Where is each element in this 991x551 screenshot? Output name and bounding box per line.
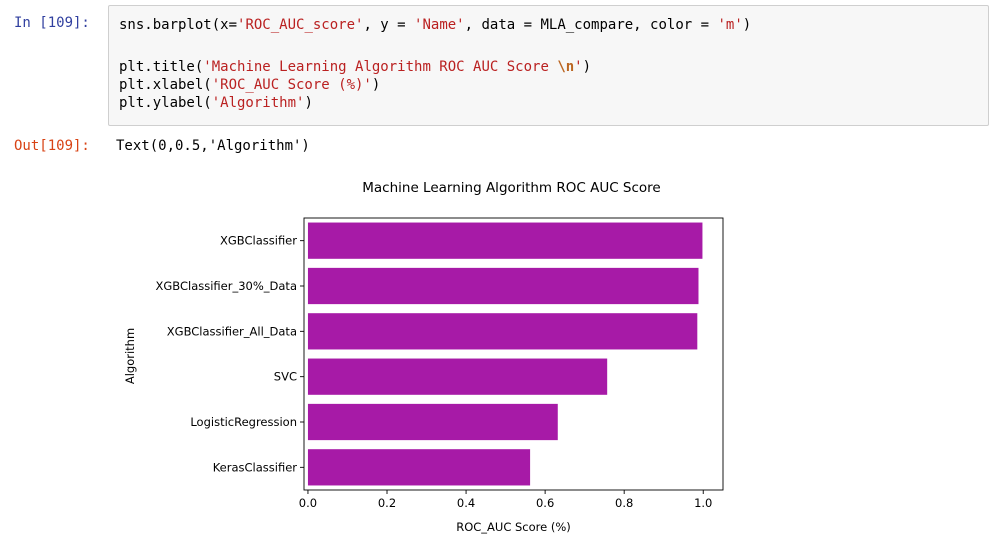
code-token: plt.title( — [119, 59, 204, 75]
code-token: ' — [574, 59, 583, 75]
code-token: plt.xlabel( — [119, 77, 212, 93]
code-token: 'Name' — [414, 17, 465, 33]
y-tick-label: SVC — [274, 370, 297, 384]
code-line: plt.title('Machine Learning Algorithm RO… — [119, 58, 591, 76]
x-tick-label: 0.2 — [378, 496, 396, 510]
code-token: ) — [304, 95, 313, 111]
x-axis-label: ROC_AUC Score (%) — [456, 520, 571, 534]
code-token: sns.barplot(x= — [119, 17, 238, 33]
x-tick-label: 0.8 — [615, 496, 633, 510]
plot-area-frame — [303, 217, 724, 491]
x-tick-label: 0.0 — [299, 496, 317, 510]
x-tick-label: 0.4 — [457, 496, 475, 510]
x-tick-label: 1.0 — [694, 496, 712, 510]
bar — [307, 222, 703, 259]
code-token: 'ROC_AUC Score (%)' — [211, 77, 372, 93]
bar — [307, 358, 608, 395]
code-token: 'ROC_AUC_score' — [237, 17, 364, 33]
code-token: ) — [582, 59, 592, 75]
chart-title: Machine Learning Algorithm ROC AUC Score — [362, 180, 660, 196]
code-token: ) — [371, 77, 381, 93]
code-token: , y = — [363, 17, 415, 33]
code-token: \n — [557, 59, 575, 75]
bar — [307, 403, 558, 441]
code-input-area[interactable]: sns.barplot(x='ROC_AUC_score', y = 'Name… — [108, 5, 989, 126]
code-line: sns.barplot(x='ROC_AUC_score', y = 'Name… — [119, 16, 751, 34]
y-tick-label: XGBClassifier — [220, 234, 297, 248]
code-token: , data = MLA_compare, color = — [464, 17, 718, 33]
bar — [307, 267, 699, 305]
y-tick-label: KerasClassifier — [213, 460, 298, 474]
code-token: 'Machine Learning Algorithm ROC AUC Scor… — [203, 59, 558, 75]
y-tick-label: XGBClassifier_All_Data — [167, 324, 297, 338]
bar — [307, 449, 531, 486]
input-prompt: In [109]: — [14, 15, 90, 31]
y-axis-label: Algorithm — [123, 328, 137, 384]
x-tick-label: 0.6 — [536, 496, 554, 510]
code-token: 'm' — [717, 17, 743, 33]
output-text: Text(0,0.5,'Algorithm') — [116, 138, 310, 154]
y-tick-label: LogisticRegression — [190, 415, 297, 429]
code-token: 'Algorithm' — [211, 95, 305, 111]
y-tick-label: XGBClassifier_30%_Data — [156, 279, 298, 293]
bar — [307, 313, 698, 350]
code-token: ) — [742, 17, 752, 33]
code-line: plt.xlabel('ROC_AUC Score (%)') — [119, 76, 380, 94]
code-line: plt.ylabel('Algorithm') — [119, 94, 313, 112]
output-prompt: Out[109]: — [14, 138, 90, 154]
code-token: plt.ylabel( — [119, 95, 212, 111]
